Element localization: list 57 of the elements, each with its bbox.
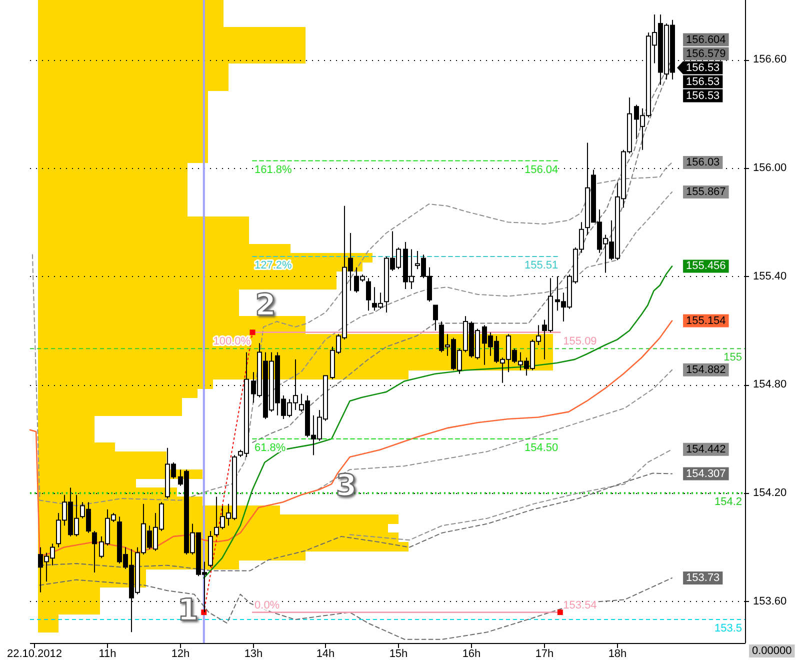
series-label: 0.0% <box>254 599 280 612</box>
price-tag: 156.53 <box>683 89 723 102</box>
data-label: 154.442 <box>686 443 726 456</box>
annotation: 156.53 <box>686 76 720 88</box>
price-tag: 155.154 <box>683 314 729 328</box>
x-tick-label: 14h <box>316 648 335 660</box>
x-tick-label: 15h <box>389 648 408 660</box>
x-tick-label: 17h <box>535 648 554 660</box>
data-label: 154.882 <box>686 364 726 376</box>
annotation: 156.53 <box>686 62 720 74</box>
data-label: 155.456 <box>686 260 726 272</box>
price-tag: 154.442 <box>683 442 729 456</box>
data-label: 156.604 <box>686 34 726 46</box>
annotation: 2 <box>255 288 276 323</box>
y-tick-label: 155.40 <box>753 270 787 282</box>
data-label: 154.307 <box>686 468 726 480</box>
x-tick-label: 12h <box>171 648 190 660</box>
price-tag: 156.53 <box>683 75 723 88</box>
data-label: 155.09 <box>563 335 597 348</box>
price-tag: 156.604 <box>683 33 729 46</box>
ref-line-label: 154.2 <box>714 496 742 508</box>
y-tick-label: 156.60 <box>753 54 787 66</box>
data-label: 155.154 <box>686 314 726 327</box>
x-tick-label: 18h <box>608 648 627 660</box>
x-tick-label: 13h <box>244 648 263 660</box>
price-tag: 153.73 <box>683 571 723 584</box>
data-label: 156.03 <box>686 156 720 169</box>
series-label: 127.2% <box>254 259 292 272</box>
data-label: 156.04 <box>524 164 558 176</box>
x-tick-label: 22.10.2012 <box>6 648 62 660</box>
y-tick-label: 153.60 <box>753 595 787 608</box>
y-tick-label: 154.80 <box>753 378 787 391</box>
x-tick-label: 16h <box>462 648 481 660</box>
price-tag: 156.03 <box>683 156 723 170</box>
price-tag: 155.867 <box>683 186 729 198</box>
annotation: 3 <box>336 468 357 504</box>
price-tag: 154.307 <box>683 467 729 480</box>
price-tag: 154.882 <box>683 363 729 376</box>
series-label: 61.8% <box>254 442 286 454</box>
data-label: 155.51 <box>524 259 558 272</box>
x-tick-label: 11h <box>98 648 116 660</box>
annotation: 1 <box>177 592 198 628</box>
ref-line-label: 153.5 <box>714 622 742 635</box>
annotation: 156.53 <box>686 90 720 102</box>
price-tag: 156.579 <box>683 47 729 60</box>
y-tick-label: 156.00 <box>753 162 787 174</box>
series-label: 161.8% <box>254 164 292 176</box>
ref-line-label: 155 <box>724 352 742 364</box>
data-label: 153.73 <box>686 572 720 584</box>
price-tag: 156.53 <box>677 61 723 74</box>
price-tag: 155.456 <box>683 260 729 273</box>
y-tick-label: 154.20 <box>753 487 787 500</box>
data-label: 154.50 <box>524 442 558 454</box>
data-label: 155.867 <box>686 186 726 198</box>
price-tag: 0.00000 <box>749 644 795 658</box>
series-label: 100.0% <box>213 335 251 348</box>
data-label: 156.579 <box>686 48 726 60</box>
